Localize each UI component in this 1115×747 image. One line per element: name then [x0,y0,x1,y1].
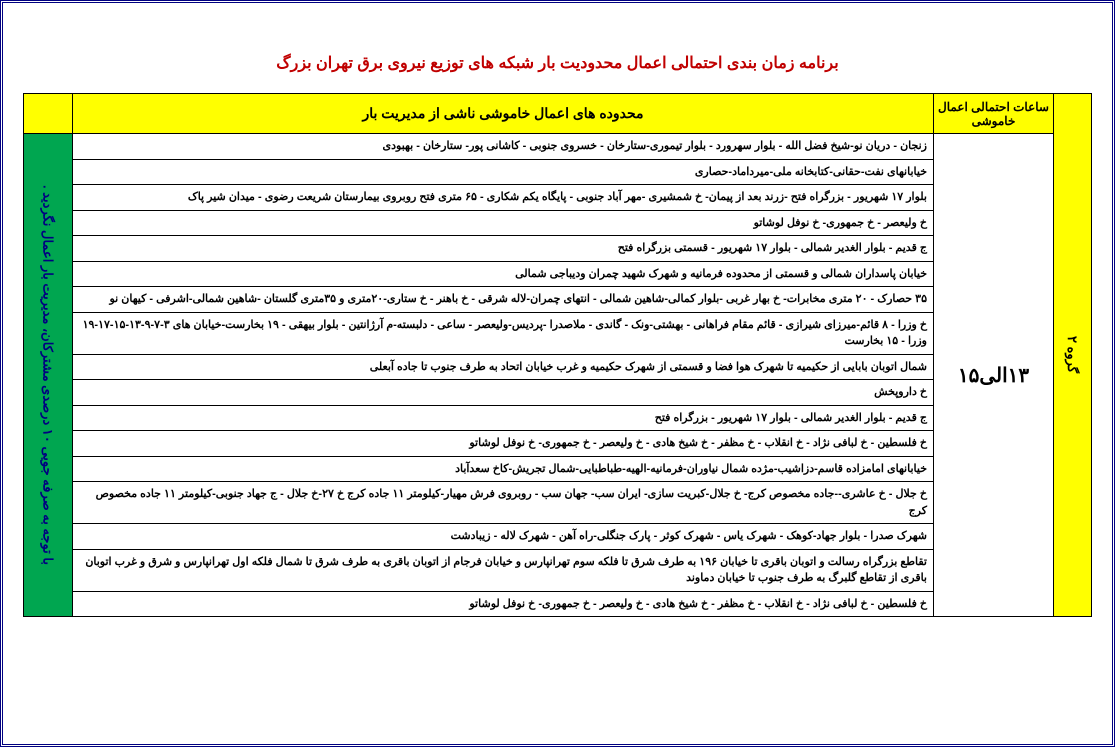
areas-column: محدوده های اعمال خاموشی ناشی از مدیریت ب… [72,94,933,616]
schedule-table: گروه ۲ ساعات احتمالی اعمال خاموشی ۱۳الی۱… [23,93,1092,617]
area-row: شمال اتوبان بابایی از حکیمیه تا شهرک هوا… [73,355,933,381]
area-row: ج قدیم - بلوار الغدیر شمالی - بلوار ۱۷ ش… [73,236,933,262]
area-row: خ داروپخش [73,380,933,406]
group-column: گروه ۲ [1053,94,1091,616]
areas-rows: زنجان - دریان نو-شیخ فضل الله - بلوار سه… [73,134,933,616]
area-row: خیابان پاسداران شمالی و قسمتی از محدوده … [73,262,933,288]
areas-header: محدوده های اعمال خاموشی ناشی از مدیریت ب… [73,94,933,134]
page-frame: برنامه زمان بندی احتمالی اعمال محدودیت ب… [0,0,1115,747]
time-column: ساعات احتمالی اعمال خاموشی ۱۳الی۱۵ [933,94,1053,616]
area-row: ج قدیم - بلوار الغدیر شمالی - بلوار ۱۷ ش… [73,406,933,432]
area-row: خ ولیعصر - خ جمهوری- خ نوفل لوشاتو [73,211,933,237]
area-row: خیابانهای امامزاده قاسم-دزاشیب-مژده شمال… [73,457,933,483]
note-body: با توجه به صرفه جویی ۱۰ درصدی مشترکان، م… [24,134,72,616]
area-row: ۳۵ حصارک - ۲۰ متری مخابرات- خ بهار غربی … [73,287,933,313]
area-row: خیابانهای نفت-حقانی-کتابخانه ملی-میرداما… [73,160,933,186]
area-row: خ فلسطین - خ لبافی نژاد - خ انقلاب - خ م… [73,592,933,617]
area-row: بلوار ۱۷ شهریور - بزرگراه فتح -زرند بعد … [73,185,933,211]
area-row: زنجان - دریان نو-شیخ فضل الله - بلوار سه… [73,134,933,160]
group-label: گروه ۲ [1065,336,1080,373]
side-note-text: با توجه به صرفه جویی ۱۰ درصدی مشترکان، م… [41,185,56,565]
note-header-spacer [24,94,72,134]
area-row: تقاطع بزرگراه رسالت و اتوبان باقری تا خی… [73,550,933,592]
area-row: شهرک صدرا - بلوار جهاد-کوهک - شهرک یاس -… [73,524,933,550]
area-row: خ وزرا - ۸ قائم-میرزای شیرازی - قائم مقا… [73,313,933,355]
time-header: ساعات احتمالی اعمال خاموشی [934,94,1053,134]
area-row: خ جلال - خ عاشری--جاده مخصوص کرج- خ جلال… [73,482,933,524]
time-value: ۱۳الی۱۵ [934,134,1053,616]
note-column: با توجه به صرفه جویی ۱۰ درصدی مشترکان، م… [24,94,72,616]
page-title: برنامه زمان بندی احتمالی اعمال محدودیت ب… [23,53,1092,73]
area-row: خ فلسطین - خ لبافی نژاد - خ انقلاب - خ م… [73,431,933,457]
